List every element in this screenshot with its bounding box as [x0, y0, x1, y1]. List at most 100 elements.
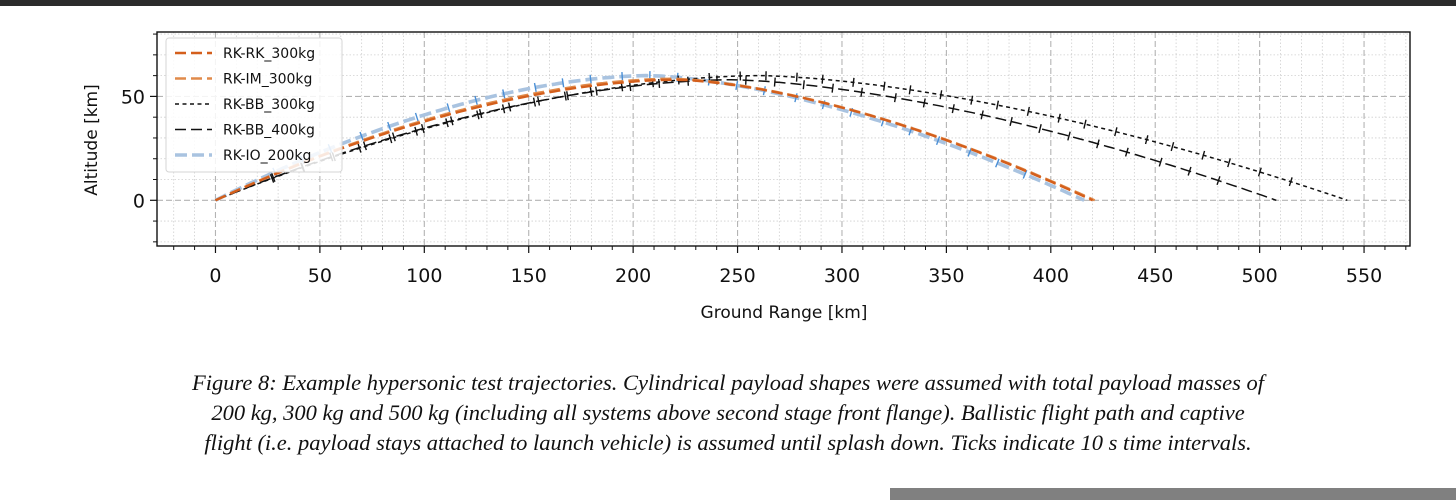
time-interval-tick — [501, 104, 506, 114]
time-interval-tick — [621, 71, 624, 82]
time-interval-tick — [852, 77, 855, 87]
time-interval-tick — [1124, 147, 1129, 157]
time-interval-tick — [502, 89, 506, 99]
x-tick-label: 50 — [308, 265, 332, 287]
time-interval-tick — [735, 80, 739, 90]
major-grid — [157, 32, 1410, 246]
time-interval-tick — [476, 110, 480, 120]
time-interval-tick — [970, 95, 974, 105]
time-interval-tick — [362, 141, 367, 151]
time-interval-tick — [359, 131, 364, 141]
time-interval-tick — [1083, 119, 1087, 129]
x-tick-label: 200 — [615, 265, 651, 287]
time-interval-tick — [1096, 139, 1100, 149]
legend-label: RK-BB_300kg — [223, 97, 315, 113]
time-interval-tick — [357, 143, 362, 153]
x-tick-label: 0 — [209, 265, 221, 287]
x-tick-label: 400 — [1033, 265, 1069, 287]
x-tick-label: 350 — [928, 265, 964, 287]
time-interval-tick — [995, 158, 1000, 168]
time-interval-tick — [1227, 158, 1231, 168]
time-interval-tick — [561, 78, 565, 88]
time-interval-tick — [628, 81, 632, 92]
time-interval-tick — [446, 103, 451, 113]
time-interval-tick — [795, 72, 798, 82]
time-interval-tick — [935, 136, 941, 146]
time-interval-tick — [533, 82, 537, 92]
x-tick-label: 450 — [1137, 265, 1173, 287]
time-interval-tick — [794, 93, 798, 103]
time-interval-tick — [922, 98, 926, 108]
time-interval-tick — [1201, 150, 1206, 160]
series-line-rk-io-200kg — [214, 73, 1085, 202]
time-interval-tick — [860, 87, 864, 97]
legend-label: RK-IO_200kg — [223, 148, 311, 164]
y-tick-label: 0 — [133, 190, 145, 212]
time-interval-tick — [1170, 142, 1175, 152]
time-interval-tick — [414, 126, 419, 136]
trajectory-chart: 0 50 100 150 200 250 300 350 400 450 500 550 0 50 Gro… — [82, 31, 1411, 323]
x-tick-label: 550 — [1346, 265, 1382, 287]
x-tick-label: 300 — [824, 265, 860, 287]
minor-grid — [157, 32, 1410, 246]
time-interval-tick — [687, 76, 690, 86]
time-interval-tick — [821, 74, 824, 84]
x-tick-label: 150 — [511, 265, 547, 287]
time-interval-tick — [1114, 127, 1118, 137]
time-interval-tick — [388, 134, 393, 144]
x-axis-label: Ground Range [km] — [701, 303, 868, 323]
time-interval-tick — [1026, 106, 1030, 116]
time-interval-tick — [589, 74, 592, 84]
time-interval-tick — [269, 173, 275, 183]
time-interval-tick — [391, 132, 396, 142]
time-interval-tick — [939, 90, 943, 100]
time-interval-tick — [1187, 166, 1192, 176]
time-interval-tick — [908, 85, 912, 95]
legend: RK-RK_300kg RK-IM_300kg RK-BB_300kg RK-BB_4… — [165, 37, 343, 173]
caption-line-3: flight (i.e. payload stays attached to l… — [204, 430, 1252, 455]
axes-layer — [156, 31, 1411, 247]
series-layer — [214, 71, 1348, 202]
time-interval-tick — [951, 104, 955, 114]
time-interval-tick — [658, 78, 661, 89]
x-tick-label: 250 — [719, 265, 755, 287]
time-interval-tick — [883, 81, 886, 91]
bottom-gray-bar — [890, 488, 1456, 500]
time-interval-tick — [532, 97, 537, 107]
time-interval-tick — [773, 77, 776, 87]
caption-line-2: 200 kg, 300 kg and 500 kg (including all… — [211, 400, 1245, 425]
legend-box — [165, 37, 343, 173]
time-interval-tick — [980, 110, 984, 120]
time-interval-tick — [1038, 124, 1042, 134]
time-interval-tick — [1158, 157, 1163, 167]
top-border-bar — [0, 0, 1456, 6]
time-interval-tick — [1057, 113, 1061, 123]
time-interval-tick — [1216, 176, 1221, 186]
time-interval-tick — [831, 83, 834, 93]
series-line-rk-rk-300kg — [215, 78, 1094, 202]
time-interval-tick — [1009, 116, 1013, 127]
time-interval-tick — [474, 95, 478, 105]
legend-label: RK-RK_300kg — [223, 46, 315, 62]
tick-layer: 0 50 100 150 200 250 300 350 400 450 500 550 0 50 — [121, 33, 1407, 287]
time-interval-tick — [1288, 177, 1293, 187]
caption-line-1: Figure 8: Example hypersonic test trajec… — [192, 370, 1264, 395]
time-interval-tick — [1144, 135, 1149, 145]
series-line-rk-bb-400kg — [215, 79, 1277, 202]
time-interval-tick — [420, 124, 425, 134]
time-interval-tick — [589, 86, 593, 97]
time-interval-tick — [1067, 131, 1071, 141]
y-axis-label: Altitude [km] — [82, 84, 102, 196]
legend-label: RK-BB_400kg — [223, 123, 315, 139]
time-interval-tick — [414, 112, 419, 122]
time-interval-tick — [445, 118, 449, 128]
time-interval-tick — [563, 91, 567, 101]
time-interval-tick — [387, 121, 392, 131]
x-tick-label: 100 — [406, 265, 442, 287]
time-interval-tick — [620, 82, 624, 92]
time-interval-tick — [1022, 169, 1028, 179]
time-interval-tick — [893, 93, 897, 103]
plot-frame — [156, 31, 1411, 247]
y-tick-label: 50 — [121, 86, 145, 108]
figure-caption: Figure 8: Example hypersonic test trajec… — [20, 368, 1436, 458]
